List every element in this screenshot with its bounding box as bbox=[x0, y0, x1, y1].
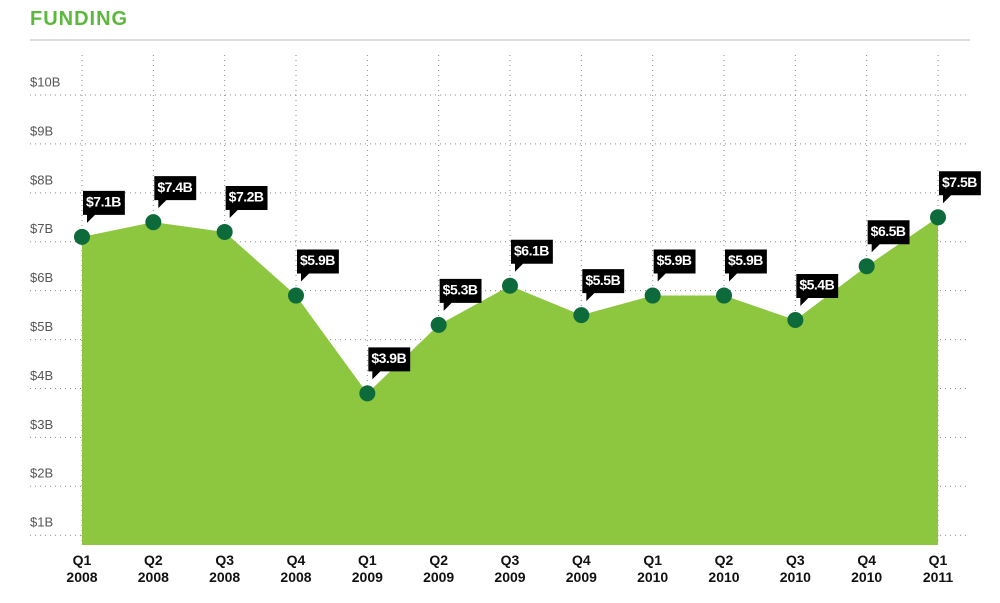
y-tick-label: $9B bbox=[30, 123, 53, 138]
x-tick-label: Q4 2010 bbox=[851, 552, 883, 585]
label-bg bbox=[83, 190, 125, 223]
y-tick-label: $7B bbox=[30, 221, 53, 236]
x-tick-label: Q4 2008 bbox=[280, 552, 312, 585]
marker bbox=[644, 287, 661, 304]
value-label: $5.4B bbox=[799, 277, 834, 293]
value-label: $6.1B bbox=[514, 242, 549, 258]
marker bbox=[216, 223, 233, 240]
value-label: $3.9B bbox=[371, 350, 406, 366]
value-label: $5.3B bbox=[443, 282, 478, 298]
y-tick-label: $4B bbox=[30, 368, 53, 383]
x-tick-label: Q3 2010 bbox=[779, 552, 811, 585]
label-bg bbox=[582, 269, 625, 302]
marker bbox=[74, 228, 90, 245]
label-bg bbox=[154, 176, 197, 209]
x-tick-label: Q1 2009 bbox=[351, 552, 383, 585]
y-tick-label: $6B bbox=[30, 270, 53, 285]
y-tick-label: $5B bbox=[30, 319, 53, 334]
y-tick-label: $1B bbox=[30, 515, 53, 530]
label-bg bbox=[796, 274, 839, 306]
label-bg bbox=[867, 220, 910, 253]
value-label: $7.4B bbox=[157, 179, 192, 195]
y-tick-label: $2B bbox=[30, 466, 53, 481]
y-tick-label: $8B bbox=[30, 172, 53, 187]
marker bbox=[359, 385, 376, 402]
value-label: $5.9B bbox=[300, 252, 335, 268]
marker bbox=[787, 312, 804, 328]
area bbox=[82, 217, 938, 546]
x-tick-label: Q1 2011 bbox=[922, 552, 954, 585]
x-tick-label: Q3 2008 bbox=[209, 552, 241, 585]
label-bg bbox=[439, 278, 482, 311]
marker bbox=[430, 316, 447, 333]
value-label: $7.5B bbox=[942, 174, 977, 190]
value-label: $7.2B bbox=[229, 189, 264, 205]
chart-title: FUNDING bbox=[30, 8, 129, 30]
x-tick-label: Q1 2010 bbox=[637, 552, 669, 585]
y-tick-label: $3B bbox=[30, 417, 53, 432]
label-bg bbox=[939, 171, 981, 204]
label-bg bbox=[225, 185, 268, 218]
marker bbox=[288, 287, 304, 304]
x-tick-label: Q1 2008 bbox=[66, 552, 98, 585]
marker bbox=[716, 287, 732, 304]
marker bbox=[858, 258, 875, 275]
x-tick-label: Q4 2009 bbox=[565, 552, 597, 585]
value-label: $6.5B bbox=[871, 223, 906, 239]
label-bg bbox=[297, 249, 339, 282]
label-bg bbox=[725, 249, 767, 282]
label-bg bbox=[511, 239, 553, 272]
value-label: $5.5B bbox=[585, 272, 620, 288]
label-bg bbox=[653, 249, 696, 282]
marker bbox=[930, 209, 946, 226]
value-label: $7.1B bbox=[86, 194, 121, 210]
y-tick-label: $10B bbox=[30, 74, 60, 89]
value-label: $5.9B bbox=[657, 252, 692, 268]
x-tick-label: Q2 2010 bbox=[708, 552, 740, 585]
x-tick-label: Q2 2009 bbox=[423, 552, 455, 585]
marker bbox=[573, 307, 590, 324]
x-tick-label: Q3 2009 bbox=[494, 552, 526, 585]
marker bbox=[502, 277, 518, 294]
value-label: $5.9B bbox=[728, 252, 763, 268]
marker bbox=[145, 214, 162, 231]
x-tick-label: Q2 2008 bbox=[137, 552, 169, 585]
label-bg bbox=[368, 347, 411, 380]
